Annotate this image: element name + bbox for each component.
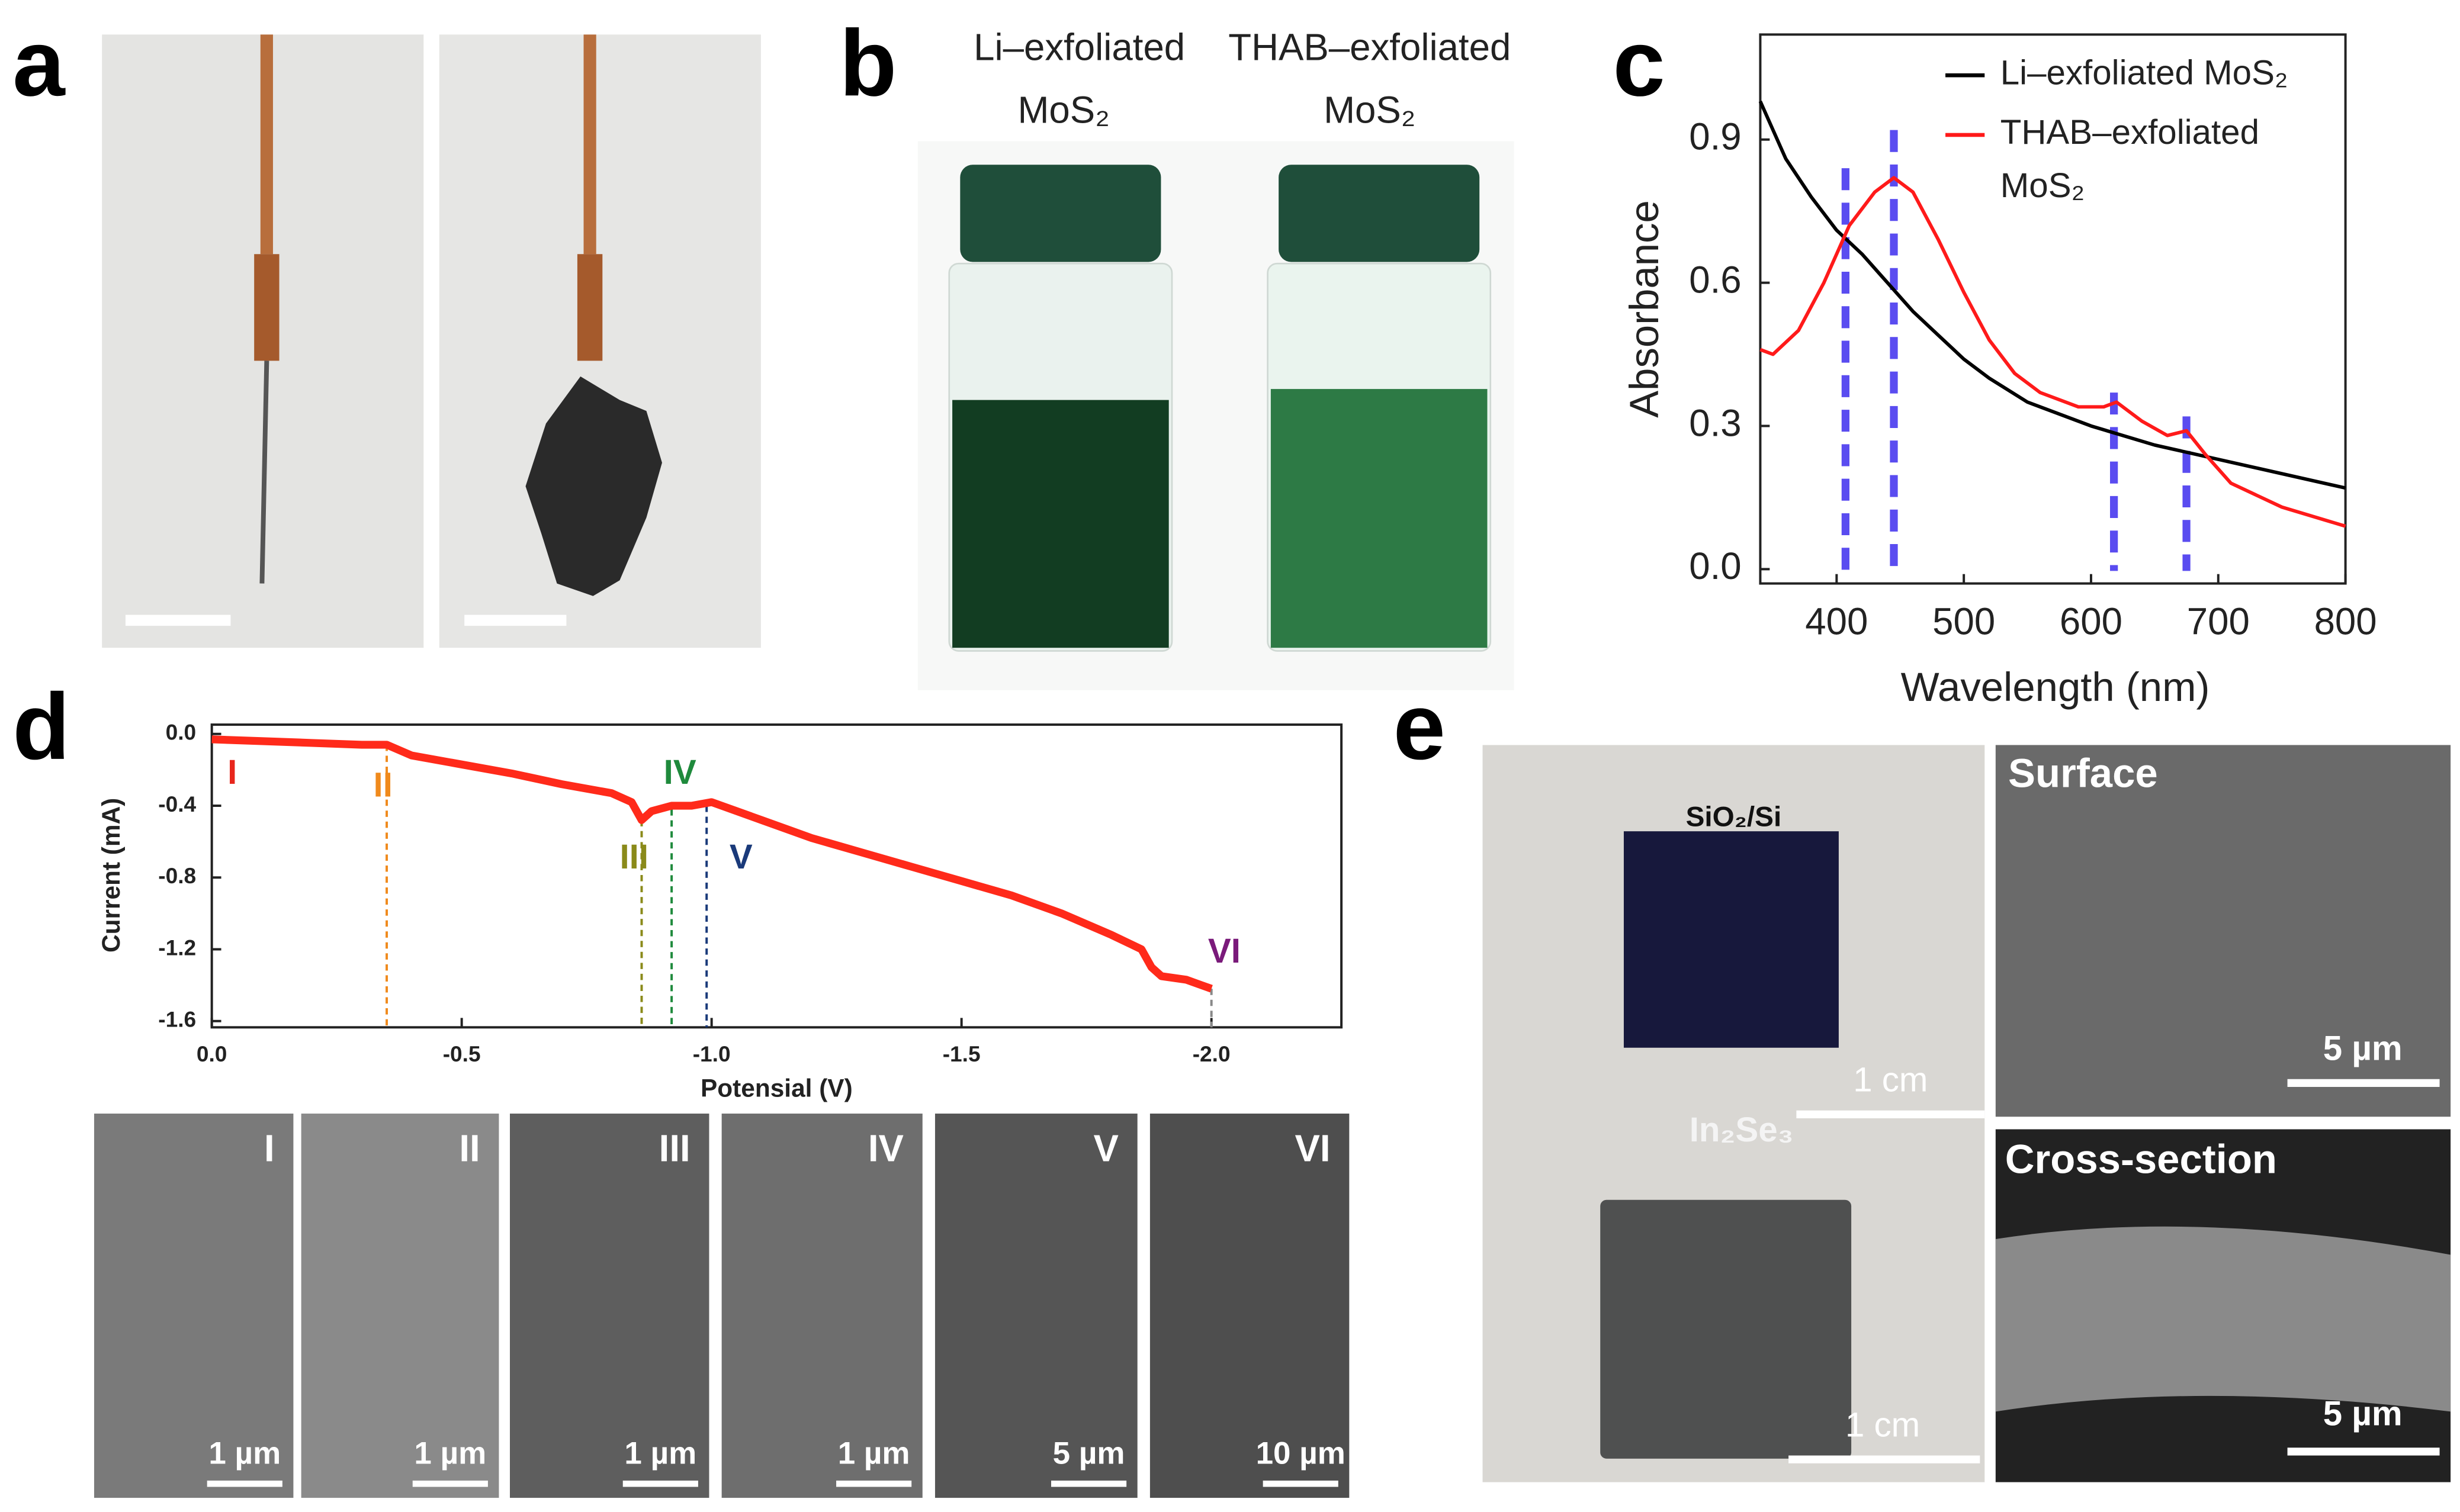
x-tick-label: 800 [2314, 600, 2377, 642]
y-axis-title: Absorbance [1621, 200, 1667, 418]
x-tick-label: 0.0 [197, 1041, 227, 1066]
annotation: VI [1208, 932, 1241, 970]
series-line [1758, 101, 2346, 490]
y-tick-label: 0.6 [1689, 259, 1741, 301]
scale-bar [412, 1480, 488, 1487]
scale-bar-label: 5 µm [2323, 1395, 2403, 1433]
x-tick-label: -0.5 [443, 1041, 481, 1066]
y-tick-label: -1.6 [158, 1007, 196, 1032]
sem-label: I [264, 1127, 275, 1169]
scale-bar-label: 5 µm [2323, 1029, 2403, 1067]
scale-bar [1263, 1480, 1338, 1487]
series-line [211, 735, 1213, 993]
series-line [1759, 176, 2346, 528]
scale-bar-label: 1 cm [1853, 1060, 1928, 1099]
vial-caption: THAB–exfoliated [1228, 27, 1511, 69]
sem-image [94, 1114, 294, 1498]
x-tick-label: 600 [2060, 600, 2122, 642]
x-tick-label: 400 [1805, 600, 1868, 642]
y-tick-label: -1.2 [158, 935, 196, 960]
scale-bar-label: 1 cm [1845, 1405, 1920, 1444]
vials [917, 141, 1514, 690]
scale-bar-label: 5 µm [1053, 1436, 1125, 1471]
y-tick-label: -0.8 [158, 863, 196, 888]
sem-title: Cross-section [2005, 1136, 2277, 1182]
sem-image [301, 1114, 499, 1498]
plot-frame [210, 723, 1343, 1029]
scale-bar-label: 1 µm [624, 1436, 696, 1471]
sem-image [1149, 1114, 1350, 1498]
sem-label: VI [1295, 1127, 1330, 1169]
scale-bar-label: 1 µm [838, 1436, 910, 1471]
sem-title: Surface [2008, 751, 2158, 796]
annotation: IV [664, 753, 696, 792]
photo-e [1482, 745, 2451, 1482]
y-tick-label: 0.9 [1689, 116, 1741, 158]
sem-label: II [459, 1127, 480, 1169]
x-axis-title: Potensial (V) [701, 1074, 853, 1102]
legend-label: THAB–exfoliated MoS₂ [2000, 113, 2259, 205]
x-axis-title: Wavelength (nm) [1901, 664, 2210, 710]
x-tick-label: -1.5 [943, 1041, 981, 1066]
x-tick-label: -1.0 [693, 1041, 731, 1066]
panel-label: b [839, 10, 897, 115]
photo-a [102, 34, 761, 648]
x-tick-label: -2.0 [1193, 1041, 1231, 1066]
sample-label: In₂Se₃ [1690, 1111, 1794, 1149]
sem-label: V [1093, 1127, 1118, 1169]
plot-frame [1759, 33, 2347, 585]
panel-label: e [1393, 674, 1446, 779]
panel-label: c [1613, 10, 1665, 115]
sem-image [934, 1114, 1138, 1498]
y-tick-label: 0.3 [1689, 402, 1741, 444]
panel-label: d [12, 674, 70, 779]
scale-bar-label: 1 µm [414, 1436, 486, 1471]
annotation: III [619, 838, 648, 876]
scale-bar [1051, 1480, 1127, 1487]
y-tick-label: 0.0 [166, 720, 197, 745]
scale-bar-label: 10 µm [1256, 1436, 1345, 1471]
annotation: V [730, 838, 753, 876]
scale-bar [836, 1480, 912, 1487]
y-axis-title: Current (mA) [97, 798, 125, 953]
vial-caption: MoS₂ [1324, 89, 1415, 131]
sem-label: III [659, 1127, 691, 1169]
vial-caption: MoS₂ [1017, 89, 1109, 131]
sample-label: SiO₂/Si [1686, 802, 1782, 833]
sem-image [721, 1114, 923, 1498]
annotation: II [374, 765, 393, 804]
x-tick-label: 500 [1932, 600, 1995, 642]
y-tick-label: -0.4 [158, 792, 196, 816]
vial-caption: Li–exfoliated [974, 27, 1185, 69]
x-tick-label: 700 [2187, 600, 2250, 642]
sem-label: IV [868, 1127, 904, 1169]
y-tick-label: 0.0 [1689, 545, 1741, 587]
scale-bar [622, 1480, 698, 1487]
legend-label: Li–exfoliated MoS₂ [2000, 54, 2288, 92]
panel-label: a [12, 10, 66, 115]
sem-image [510, 1114, 709, 1498]
scale-bar [207, 1480, 282, 1487]
scale-bar-label: 1 µm [208, 1436, 281, 1471]
annotation: I [227, 753, 237, 792]
